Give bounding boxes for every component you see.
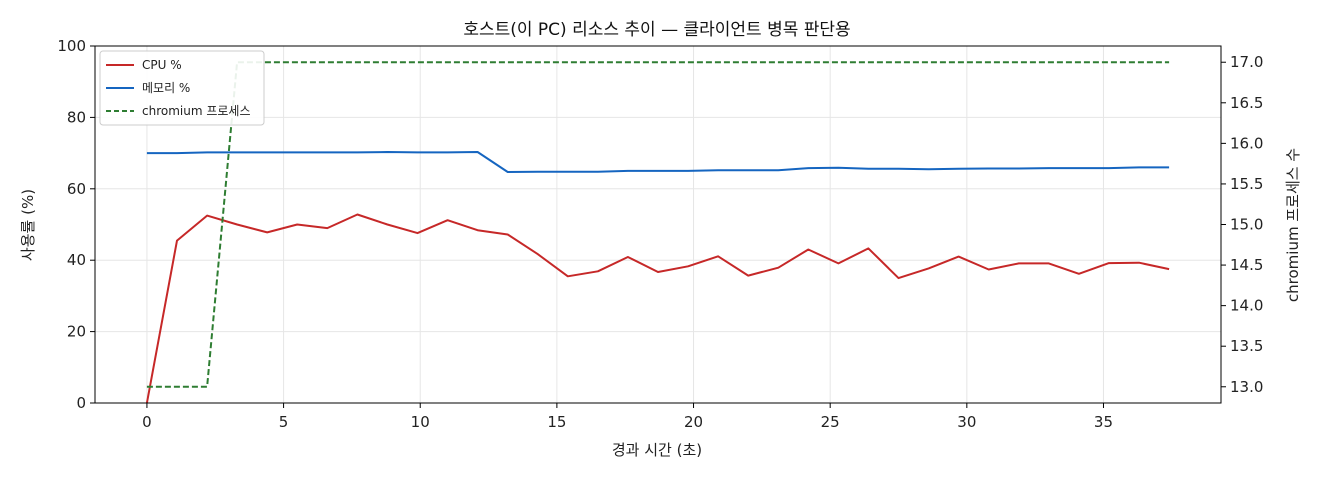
y2-tick-label-8: 17.0 — [1230, 53, 1263, 71]
series-line-0 — [145, 213, 1170, 404]
legend-label-0: CPU % — [142, 58, 182, 72]
y-tick-label-0: 0 — [76, 394, 86, 412]
y-tick-label-4: 80 — [67, 108, 86, 126]
series-line-2 — [146, 61, 1170, 388]
legend-box — [99, 50, 265, 126]
y2-tick-label-4: 15.0 — [1230, 216, 1263, 234]
y-tick-label-1: 20 — [67, 323, 86, 341]
y2-tick-label-3: 14.5 — [1230, 256, 1263, 274]
x-tick-label-7: 35 — [1094, 413, 1113, 431]
x-tick-label-5: 25 — [821, 413, 840, 431]
y-tick-label-5: 100 — [57, 37, 86, 55]
x-axis: 0 5 10 15 20 25 30 35 — [142, 403, 1113, 431]
y-axis-left: 0 20 40 60 80 100 — [57, 37, 95, 412]
legend-label-1: 메모리 % — [142, 81, 190, 95]
y-tick-label-2: 40 — [67, 251, 86, 269]
y-axis-right: 13.0 13.5 14.0 14.5 15.0 15.5 16.0 16.5 17.0 — [1221, 53, 1263, 396]
y2-tick-label-6: 16.0 — [1230, 134, 1263, 152]
y2-tick-label-0: 13.0 — [1230, 378, 1263, 396]
series-line-1 — [146, 151, 1170, 173]
y2-tick-label-5: 15.5 — [1230, 175, 1263, 193]
y2-axis-label: chromium 프로세스 수 — [1284, 148, 1302, 302]
legend-label-2: chromium 프로세스 — [142, 104, 251, 118]
y-tick-label-3: 60 — [67, 180, 86, 198]
series-group — [145, 61, 1170, 404]
x-tick-label-6: 30 — [957, 413, 976, 431]
x-tick-label-0: 0 — [142, 413, 152, 431]
x-tick-label-3: 15 — [547, 413, 566, 431]
y2-tick-label-7: 16.5 — [1230, 94, 1263, 112]
y2-tick-label-1: 13.5 — [1230, 337, 1263, 355]
y2-tick-label-2: 14.0 — [1230, 297, 1263, 315]
x-axis-label: 경과 시간 (초) — [612, 441, 702, 459]
legend: CPU % 메모리 % chromium 프로세스 — [99, 50, 265, 126]
x-tick-label-2: 10 — [411, 413, 430, 431]
x-tick-label-1: 5 — [279, 413, 289, 431]
x-tick-label-4: 20 — [684, 413, 703, 431]
chart-title: 호스트(이 PC) 리소스 추이 — 클라이언트 병목 판단용 — [463, 20, 850, 40]
y-axis-label: 사용률 (%) — [19, 189, 37, 261]
